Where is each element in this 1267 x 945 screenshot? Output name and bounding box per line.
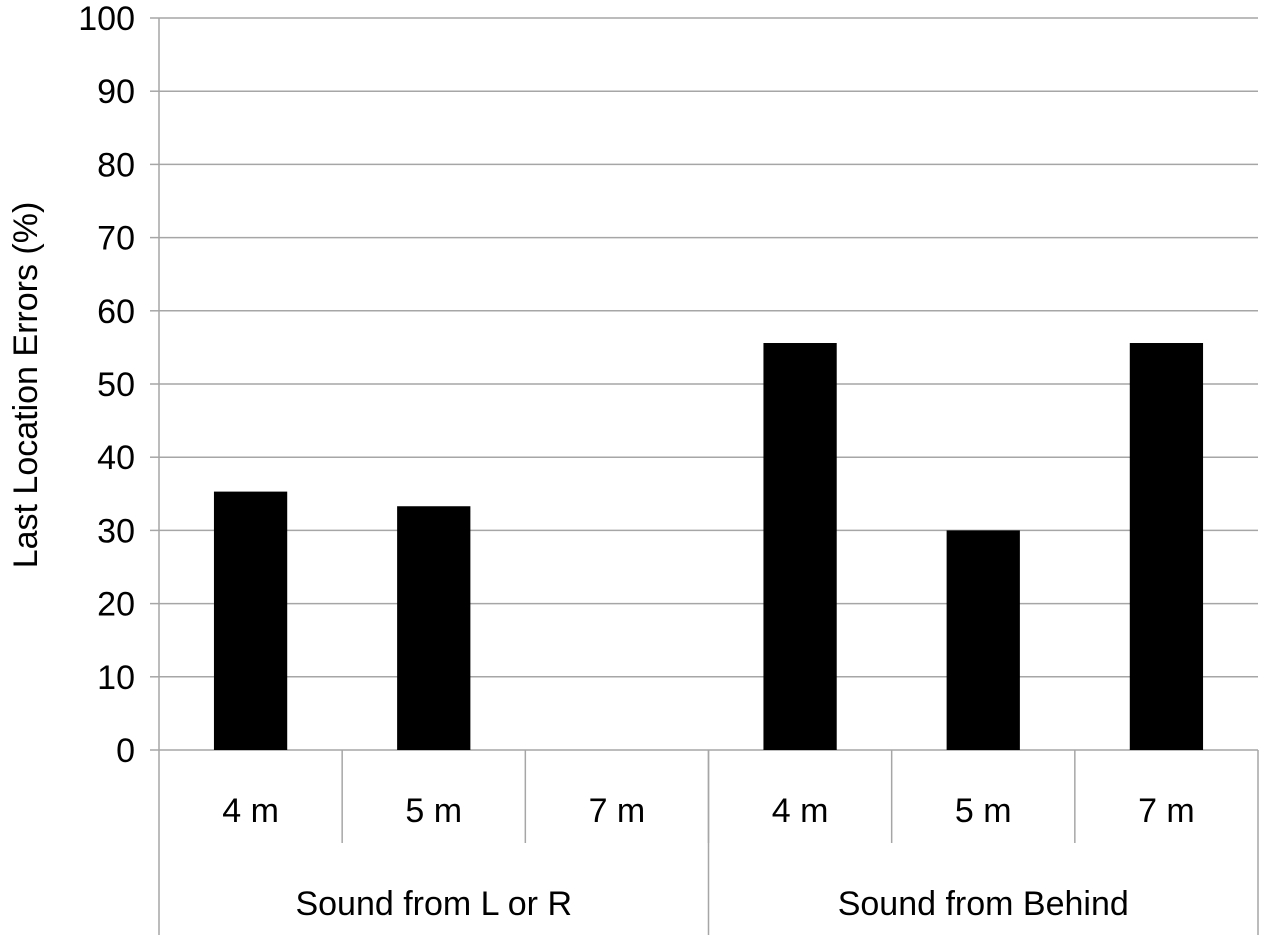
bar xyxy=(1129,343,1204,750)
group-label: Sound from L or R xyxy=(295,885,572,923)
category-label: 7 m xyxy=(1138,792,1195,830)
y-tick-label: 0 xyxy=(116,732,135,770)
category-label: 5 m xyxy=(955,792,1012,830)
y-tick-label: 70 xyxy=(97,220,135,258)
y-tick-label: 20 xyxy=(97,586,135,624)
bar xyxy=(763,343,837,750)
y-tick-label: 100 xyxy=(78,0,135,38)
y-tick-labels: 0 10 20 30 40 50 60 70 80 90 100 xyxy=(78,0,135,770)
y-tick-label: 30 xyxy=(97,512,135,550)
y-tick-label: 10 xyxy=(97,659,135,697)
category-label: 4 m xyxy=(772,792,829,830)
y-tick-label: 80 xyxy=(97,146,135,184)
bar xyxy=(397,506,471,750)
bars xyxy=(213,343,1204,750)
category-labels: 4 m 5 m 7 m 4 m 5 m 7 m xyxy=(222,792,1195,830)
category-label: 5 m xyxy=(405,792,462,830)
bar xyxy=(946,530,1020,750)
y-axis-title: Last Location Errors (%) xyxy=(7,202,45,569)
y-tick-label: 50 xyxy=(97,366,135,404)
category-label: 4 m xyxy=(222,792,279,830)
group-labels: Sound from L or R Sound from Behind xyxy=(295,885,1128,923)
group-label: Sound from Behind xyxy=(838,885,1129,923)
axes xyxy=(150,17,1259,935)
gridlines xyxy=(159,17,1258,678)
y-tick-label: 60 xyxy=(97,293,135,331)
y-tick-label: 40 xyxy=(97,439,135,477)
y-tick-label: 90 xyxy=(97,73,135,111)
category-label: 7 m xyxy=(589,792,646,830)
bar xyxy=(213,491,288,750)
